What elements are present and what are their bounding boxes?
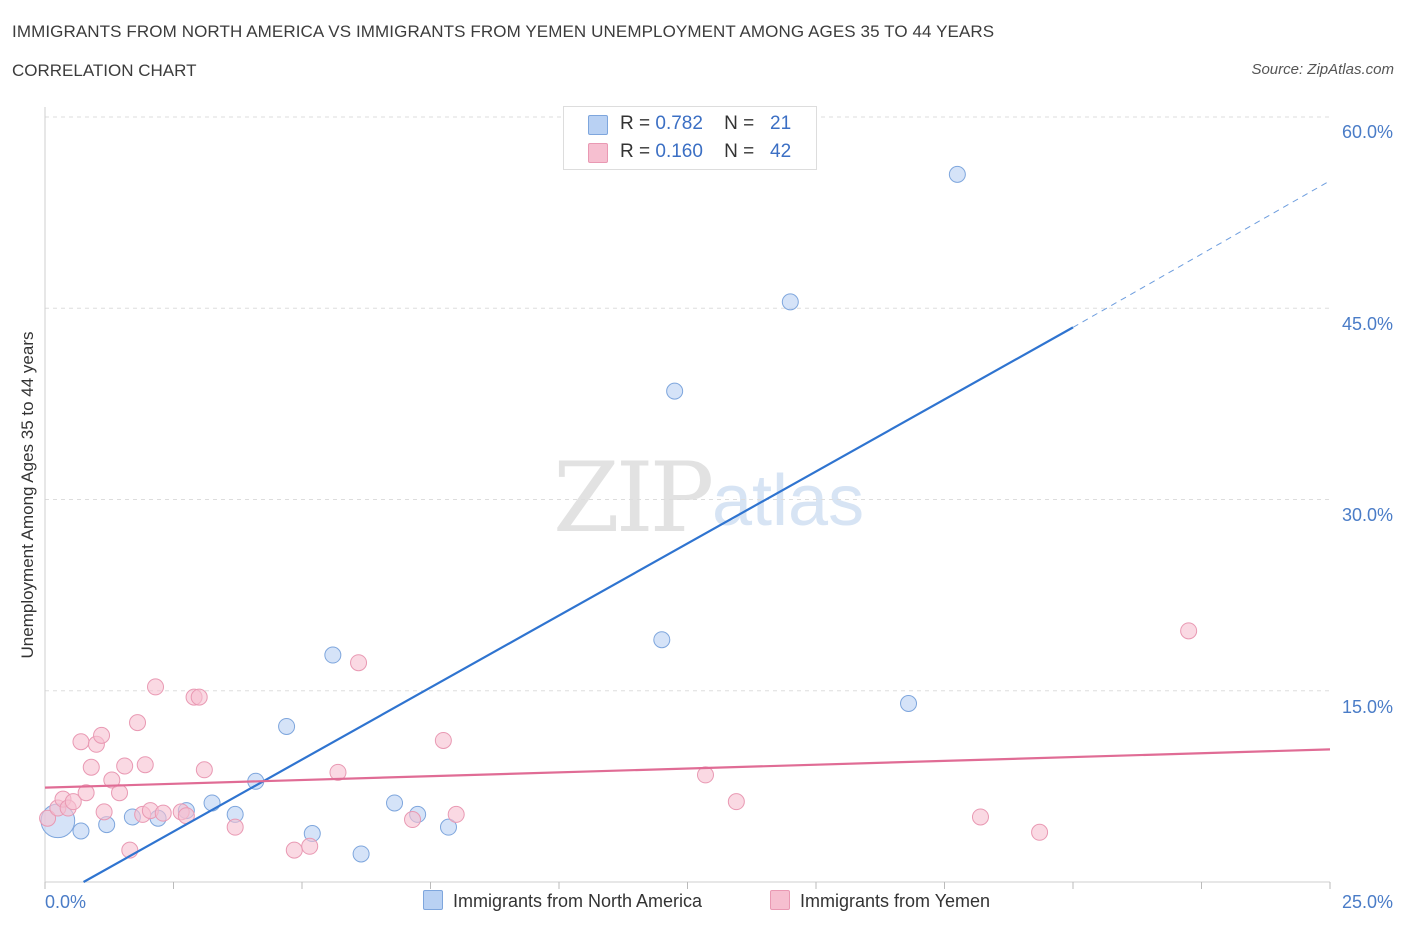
watermark-zip: ZIP xyxy=(553,442,714,554)
point-yemen-0 xyxy=(39,809,57,827)
point-north-america-9 xyxy=(278,717,296,735)
watermark-atlas: atlas xyxy=(712,461,865,541)
y-tick-label-15: 15.0% xyxy=(1341,697,1393,717)
point-yemen-10 xyxy=(95,803,113,821)
point-north-america-17 xyxy=(666,382,684,400)
point-north-america-15 xyxy=(439,818,457,836)
point-yemen-19 xyxy=(147,678,165,696)
legend-swatch-yemen xyxy=(588,143,608,163)
source-credit: Source: ZipAtlas.com xyxy=(1251,61,1394,78)
point-yemen-36 xyxy=(971,808,989,826)
y-tick-label-45: 45.0% xyxy=(1341,314,1393,334)
point-yemen-20 xyxy=(154,804,172,822)
point-yemen-38 xyxy=(1180,622,1198,640)
point-yemen-24 xyxy=(190,688,208,706)
series-legend-north-america: Immigrants from North America xyxy=(423,890,702,912)
legend-n-yemen: 42 xyxy=(770,141,792,162)
series-swatch-north-america xyxy=(423,890,443,910)
y-tick-label-30: 30.0% xyxy=(1341,505,1393,525)
point-north-america-11 xyxy=(324,646,342,664)
y-axis-label: Unemployment Among Ages 35 to 44 years xyxy=(18,331,37,659)
trendline-north-america xyxy=(83,326,1074,883)
point-yemen-5 xyxy=(72,733,90,751)
trendline-extension-north-america xyxy=(1072,180,1331,328)
point-north-america-16 xyxy=(653,631,671,649)
stats-legend: R = 0.782 N = 21 R = 0.160 N = 42 xyxy=(563,106,817,170)
chart-title: IMMIGRANTS FROM NORTH AMERICA VS IMMIGRA… xyxy=(12,22,995,41)
legend-swatch-north-america xyxy=(588,115,608,135)
x-tick-label-min: 0.0% xyxy=(45,892,87,912)
point-yemen-25 xyxy=(195,761,213,779)
point-north-america-1 xyxy=(72,822,90,840)
point-yemen-29 xyxy=(329,763,347,781)
point-yemen-28 xyxy=(301,837,319,855)
series-name-yemen: Immigrants from Yemen xyxy=(800,891,991,911)
series-name-north-america: Immigrants from North America xyxy=(453,891,703,911)
legend-r-yemen: 0.160 xyxy=(655,141,703,162)
point-yemen-7 xyxy=(82,758,100,776)
point-north-america-18 xyxy=(781,293,799,311)
x-tick-label-max: 25.0% xyxy=(1341,892,1393,912)
point-yemen-35 xyxy=(727,793,745,811)
trendline-yemen xyxy=(44,748,1331,789)
point-yemen-13 xyxy=(116,757,134,775)
point-yemen-26 xyxy=(226,818,244,836)
legend-r-north-america: 0.782 xyxy=(655,113,703,134)
point-yemen-15 xyxy=(129,714,147,732)
chart-subtitle: CORRELATION CHART xyxy=(12,61,197,80)
point-yemen-33 xyxy=(447,805,465,823)
series-legend-yemen: Immigrants from Yemen xyxy=(770,890,990,912)
point-yemen-32 xyxy=(434,731,452,749)
point-north-america-13 xyxy=(386,794,404,812)
point-north-america-19 xyxy=(900,695,918,712)
point-north-america-6 xyxy=(203,794,221,812)
point-yemen-9 xyxy=(93,726,111,744)
point-yemen-30 xyxy=(350,654,368,672)
point-yemen-17 xyxy=(136,756,154,774)
point-north-america-20 xyxy=(948,165,966,183)
point-yemen-31 xyxy=(404,811,422,829)
series-swatch-yemen xyxy=(770,890,790,910)
point-yemen-4 xyxy=(64,793,82,811)
point-yemen-6 xyxy=(77,784,95,802)
point-yemen-34 xyxy=(696,766,714,784)
y-tick-label-60: 60.0% xyxy=(1341,122,1393,142)
point-yemen-27 xyxy=(285,841,303,859)
legend-n-north-america: 21 xyxy=(770,113,792,134)
point-yemen-12 xyxy=(111,784,129,802)
point-yemen-37 xyxy=(1031,823,1049,841)
point-yemen-11 xyxy=(103,771,121,789)
point-north-america-12 xyxy=(352,845,370,863)
